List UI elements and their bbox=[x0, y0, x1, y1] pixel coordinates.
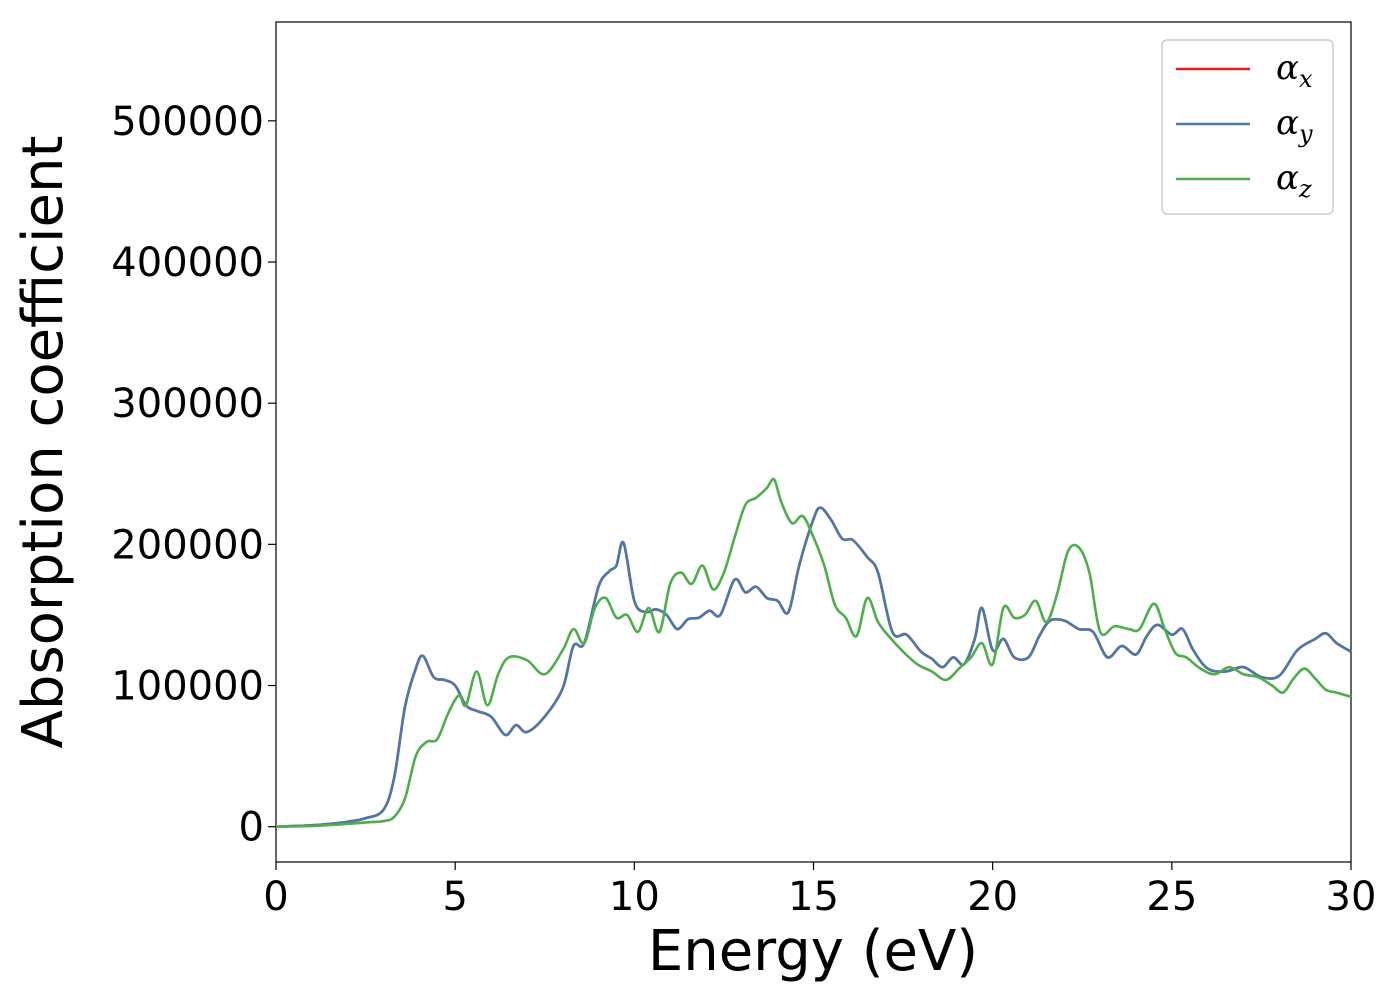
series-line-z bbox=[275, 477, 1352, 829]
y-tick-label: 500000 bbox=[111, 99, 264, 145]
x-tick-label: 30 bbox=[1326, 874, 1377, 920]
x-axis-label: Energy (eV) bbox=[648, 919, 978, 984]
legend-frame bbox=[1161, 39, 1334, 215]
x-tick-label: 5 bbox=[442, 874, 467, 920]
y-tick-label: 100000 bbox=[111, 664, 264, 710]
series-line-y bbox=[275, 506, 1352, 829]
x-axis-ticks: 0 5 10 15 20 25 30 bbox=[263, 862, 1376, 920]
y-axis-label: Absorption coefficient bbox=[11, 136, 76, 749]
x-tick-label: 10 bbox=[609, 874, 660, 920]
y-tick-label: 300000 bbox=[111, 381, 264, 427]
y-axis-ticks: 0 100000 200000 300000 400000 500000 bbox=[111, 99, 276, 851]
y-tick-label: 200000 bbox=[111, 522, 264, 568]
x-tick-label: 15 bbox=[788, 874, 839, 920]
legend-label-subscript: z bbox=[1298, 175, 1312, 203]
x-tick-label: 0 bbox=[263, 874, 288, 920]
legend-label-subscript: x bbox=[1299, 65, 1313, 93]
x-tick-label: 25 bbox=[1146, 874, 1197, 920]
x-tick-label: 20 bbox=[967, 874, 1018, 920]
y-tick-label: 400000 bbox=[111, 240, 264, 286]
series-layer bbox=[275, 477, 1352, 829]
y-tick-label: 0 bbox=[239, 805, 264, 851]
legend-label-subscript: y bbox=[1298, 120, 1313, 148]
